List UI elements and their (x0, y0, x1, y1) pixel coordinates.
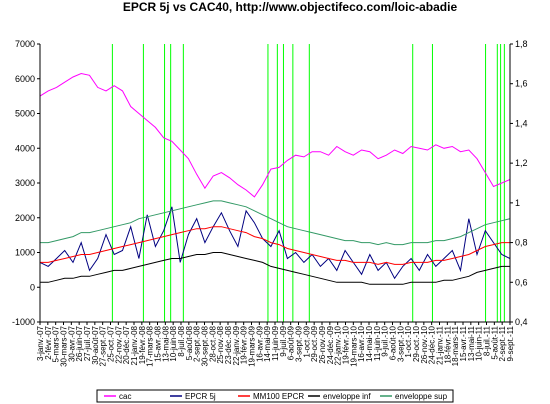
y2-tick-label: 1,2 (515, 158, 528, 168)
x-tick-label: 14-mai-10 (365, 325, 374, 362)
x-tick-label: 8-juil.-11 (483, 325, 492, 356)
y2-tick-label: 1,8 (515, 39, 528, 49)
legend-label: cac (119, 392, 131, 401)
legend-label: MM100 EPCR (253, 392, 304, 401)
x-tick-label: 24-déc.-09 (326, 325, 335, 364)
y-tick-label: 3000 (15, 178, 35, 188)
x-tick-label: 17-mars-08 (146, 325, 155, 366)
x-tick-label: 2-sept.-08 (193, 325, 202, 362)
y2-tick-label: 1 (515, 198, 520, 208)
series-line-mm100-epcr (40, 226, 510, 265)
legend-box (96, 389, 454, 403)
x-tick-label: 27-sept.-07 (99, 325, 108, 366)
x-tick-label: 22-janv.-09 (232, 325, 241, 365)
x-tick-label: 1-oct.-09 (302, 325, 311, 357)
x-tick-label: 18-mars-11 (451, 325, 460, 366)
x-tick-label: 29-oct.-10 (412, 325, 421, 362)
x-tick-label: 2-sept.-11 (498, 325, 507, 361)
series-line-enveloppe-inf (40, 252, 510, 285)
x-tick-label: 15-avr.-11 (459, 325, 468, 361)
x-tick-label: 26-juin-07 (75, 325, 84, 361)
x-tick-label: 5-août-08 (185, 325, 194, 360)
x-tick-label: 24-déc.-10 (428, 325, 437, 364)
x-tick-label: 5-mars-07 (52, 325, 61, 362)
y2-tick-label: 1,4 (515, 118, 528, 128)
y-axis-right-ticks: 0,4 0,6 0,8 1 1,2 1,4 1,6 1,8 (510, 39, 528, 327)
x-tick-label: 23-déc.-08 (224, 325, 233, 364)
x-tick-label: 30-août-07 (91, 325, 100, 364)
x-tick-label: 28-oct.-08 (208, 325, 217, 362)
x-tick-label: 18-févr.-11 (443, 325, 452, 363)
x-tick-label: 26-nov.-10 (420, 325, 429, 363)
y2-tick-label: 0,4 (515, 317, 528, 327)
chart-title: EPCR 5j vs CAC40, http://www.objectifeco… (123, 0, 458, 14)
x-tick-label: 21-janv.-08 (130, 325, 139, 365)
x-tick-label: 10-juin-08 (169, 325, 178, 361)
x-tick-label: 5-août-11 (490, 325, 499, 359)
x-tick-label: 20-déc.-07 (122, 325, 131, 364)
legend-label: enveloppe inf (323, 392, 371, 401)
x-tick-label: 16-avr.-09 (255, 325, 264, 362)
x-tick-label: 25-nov.-08 (216, 325, 225, 363)
series-line-enveloppe-sup (40, 200, 511, 246)
x-tick-label: 11-juin-10 (373, 325, 382, 361)
y2-tick-label: 0,6 (515, 277, 528, 287)
y2-tick-label: 0,8 (515, 238, 528, 248)
x-tick-label: 29-oct.-09 (310, 325, 319, 362)
y2-tick-label: 1,6 (515, 79, 528, 89)
y-tick-label: 5000 (15, 109, 35, 119)
x-tick-label: 19-févr.-10 (342, 325, 351, 364)
x-tick-label: 22-nov.-07 (114, 325, 123, 363)
legend-label: enveloppe sup (395, 392, 448, 401)
legend-label: EPCR 5j (185, 392, 216, 401)
x-tick-label: 30-avr.-07 (67, 325, 76, 362)
y-tick-label: 0 (30, 282, 35, 292)
x-tick-label: 9-juil.-10 (381, 325, 390, 356)
series-line-cac (39, 72, 511, 198)
x-tick-label: 19-févr.-08 (138, 325, 147, 364)
x-tick-label: 13-mai-08 (161, 325, 170, 362)
x-tick-label: 3-sept.-10 (396, 325, 405, 362)
x-axis-ticks: 3-janv.-072-févr.-075-mars-0730-mars-073… (36, 322, 515, 367)
x-tick-label: 9-juil.-09 (279, 325, 288, 356)
x-tick-label: 25-oct.-07 (107, 325, 116, 362)
x-tick-label: 3-sept.-09 (295, 325, 304, 362)
y-tick-label: -1000 (12, 317, 35, 327)
x-tick-label: 19-févr.-09 (240, 325, 249, 364)
y-tick-label: 2000 (15, 213, 35, 223)
legend: cac EPCR 5j MM100 EPCR enveloppe inf envelop… (96, 389, 454, 403)
x-tick-label: 15-avr.-08 (154, 325, 163, 362)
x-tick-label: 11-juin-09 (271, 325, 280, 361)
y-tick-label: 6000 (15, 74, 35, 84)
x-tick-label: 21-janv.-11 (436, 325, 445, 364)
y-tick-label: 7000 (15, 39, 35, 49)
x-tick-label: 26-nov.-09 (318, 325, 327, 363)
x-tick-label: 6-août-10 (389, 325, 398, 360)
x-tick-label: 9-sept.-11 (506, 325, 515, 361)
x-tick-label: 6-août-09 (287, 325, 296, 360)
x-tick-label: 2-févr.-07 (44, 325, 53, 359)
x-tick-label: 19-mars-10 (349, 325, 358, 366)
x-tick-label: 22-janv.-10 (334, 325, 343, 365)
x-tick-label: 13-mai-11 (467, 325, 476, 361)
series-line-epcr-5j (39, 206, 511, 280)
y-tick-label: 4000 (15, 143, 35, 153)
x-tick-label: 27-juil.-07 (83, 325, 92, 361)
x-tick-label: 1-oct.-10 (404, 325, 413, 357)
x-tick-label: 14-mai-09 (263, 325, 272, 362)
y-tick-label: 1000 (15, 248, 35, 258)
x-tick-label: 16-avr.-10 (357, 325, 366, 362)
plot-area (40, 44, 510, 322)
y-axis-left-ticks: -1000 0 1000 2000 3000 4000 5000 6000 7000 (12, 39, 40, 327)
signal-lines (111, 44, 505, 322)
x-tick-label: 30-sept.-08 (201, 325, 210, 366)
x-tick-label: 30-mars-07 (60, 325, 69, 366)
x-tick-label: 3-janv.-07 (36, 325, 45, 361)
x-tick-label: 10-juin-11 (475, 325, 484, 361)
x-tick-label: 8-juil.-08 (177, 325, 186, 356)
x-tick-label: 19-mars-09 (248, 325, 257, 366)
series-lines (39, 72, 511, 285)
